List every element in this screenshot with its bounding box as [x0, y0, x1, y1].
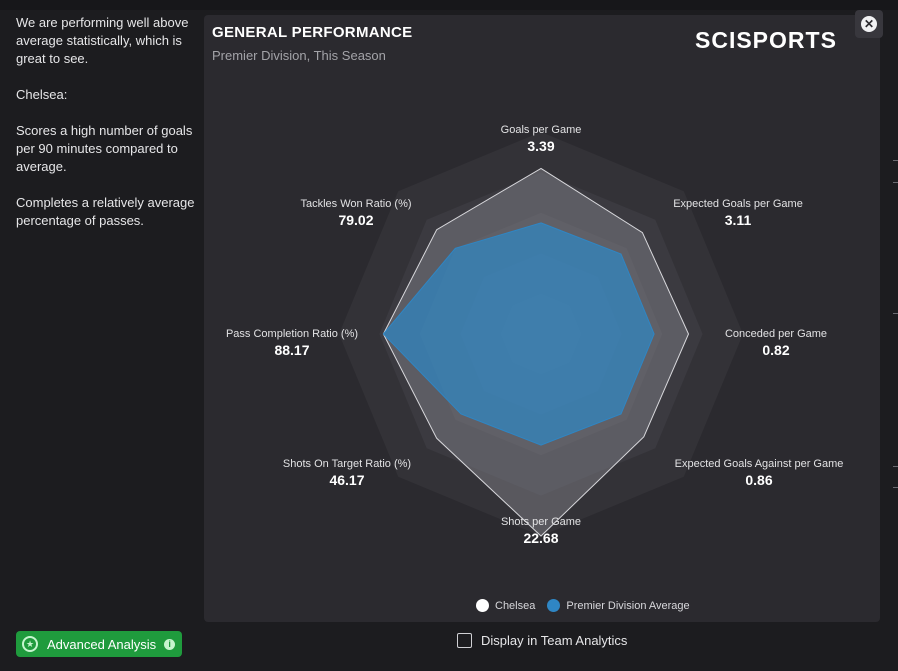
brand-logo: SCISPORTS — [695, 27, 837, 53]
axis-value: 3.11 — [724, 212, 752, 228]
star-icon: ★ — [22, 636, 38, 652]
axis-label: Shots On Target Ratio (%) 46.17 — [283, 458, 411, 488]
axis-name: Shots per Game — [500, 516, 582, 528]
axis-label: Tackles Won Ratio (%) 79.02 — [300, 198, 411, 228]
summary-panel: We are performing well above average sta… — [0, 0, 205, 671]
edge-mark — [893, 182, 898, 183]
axis-name: Goals per Game — [500, 124, 582, 136]
edge-mark — [893, 313, 898, 314]
axis-label: Conceded per Game 0.82 — [725, 328, 827, 358]
panel-subtitle: Premier Division, This Season — [212, 48, 386, 63]
summary-text: We are performing well above average sta… — [16, 14, 201, 248]
close-button[interactable]: ✕ — [855, 10, 883, 38]
close-icon: ✕ — [861, 16, 877, 32]
axis-name: Shots On Target Ratio (%) — [282, 458, 412, 470]
series-polygon-average — [382, 222, 655, 446]
summary-paragraph: Completes a relatively average percentag… — [16, 195, 195, 228]
axis-name: Conceded per Game — [724, 328, 828, 340]
axis-value: 0.82 — [762, 342, 790, 358]
axis-value: 0.86 — [745, 472, 773, 488]
axis-value: 88.17 — [274, 342, 310, 358]
checkbox-label: Display in Team Analytics — [481, 633, 628, 648]
axis-value: 46.17 — [329, 472, 365, 488]
axis-label: Expected Goals Against per Game 0.86 — [675, 458, 844, 488]
summary-paragraph: Chelsea: — [16, 87, 68, 102]
axis-value: 79.02 — [338, 212, 374, 228]
axis-name: Expected Goals per Game — [673, 198, 803, 210]
legend-item-chelsea: Chelsea — [476, 599, 535, 612]
info-icon[interactable]: i — [164, 638, 176, 650]
display-team-analytics-toggle[interactable]: Display in Team Analytics — [457, 633, 627, 648]
axis-label: Goals per Game 3.39 — [501, 124, 582, 154]
axis-value: 3.39 — [527, 138, 555, 154]
axis-name: Tackles Won Ratio (%) — [300, 198, 412, 210]
background-strip — [0, 0, 898, 10]
axis-name: Expected Goals Against per Game — [674, 458, 844, 470]
summary-paragraph: Scores a high number of goals per 90 min… — [16, 123, 193, 174]
checkbox[interactable] — [457, 633, 472, 648]
legend-dot — [476, 599, 489, 612]
legend-item-average: Premier Division Average — [547, 599, 690, 612]
axis-label: Expected Goals per Game 3.11 — [673, 198, 803, 228]
summary-paragraph: We are performing well above average sta… — [16, 15, 189, 66]
legend-label: Chelsea — [495, 599, 536, 612]
legend-dot — [547, 599, 561, 612]
legend-label: Premier Division Average — [566, 599, 690, 612]
advanced-analysis-label: Advanced Analysis — [47, 636, 157, 652]
axis-name: Pass Completion Ratio (%) — [225, 328, 359, 340]
edge-mark — [893, 487, 898, 488]
axis-value: 22.68 — [523, 530, 559, 546]
panel-title: GENERAL PERFORMANCE — [212, 24, 413, 41]
axis-label: Shots per Game 22.68 — [501, 516, 581, 546]
chart-legend: Chelsea Premier Division Average — [476, 599, 702, 612]
edge-mark — [893, 466, 898, 467]
axis-label: Pass Completion Ratio (%) 88.17 — [226, 328, 358, 358]
advanced-analysis-button[interactable]: ★ Advanced Analysis i — [16, 631, 182, 657]
edge-mark — [893, 160, 898, 161]
